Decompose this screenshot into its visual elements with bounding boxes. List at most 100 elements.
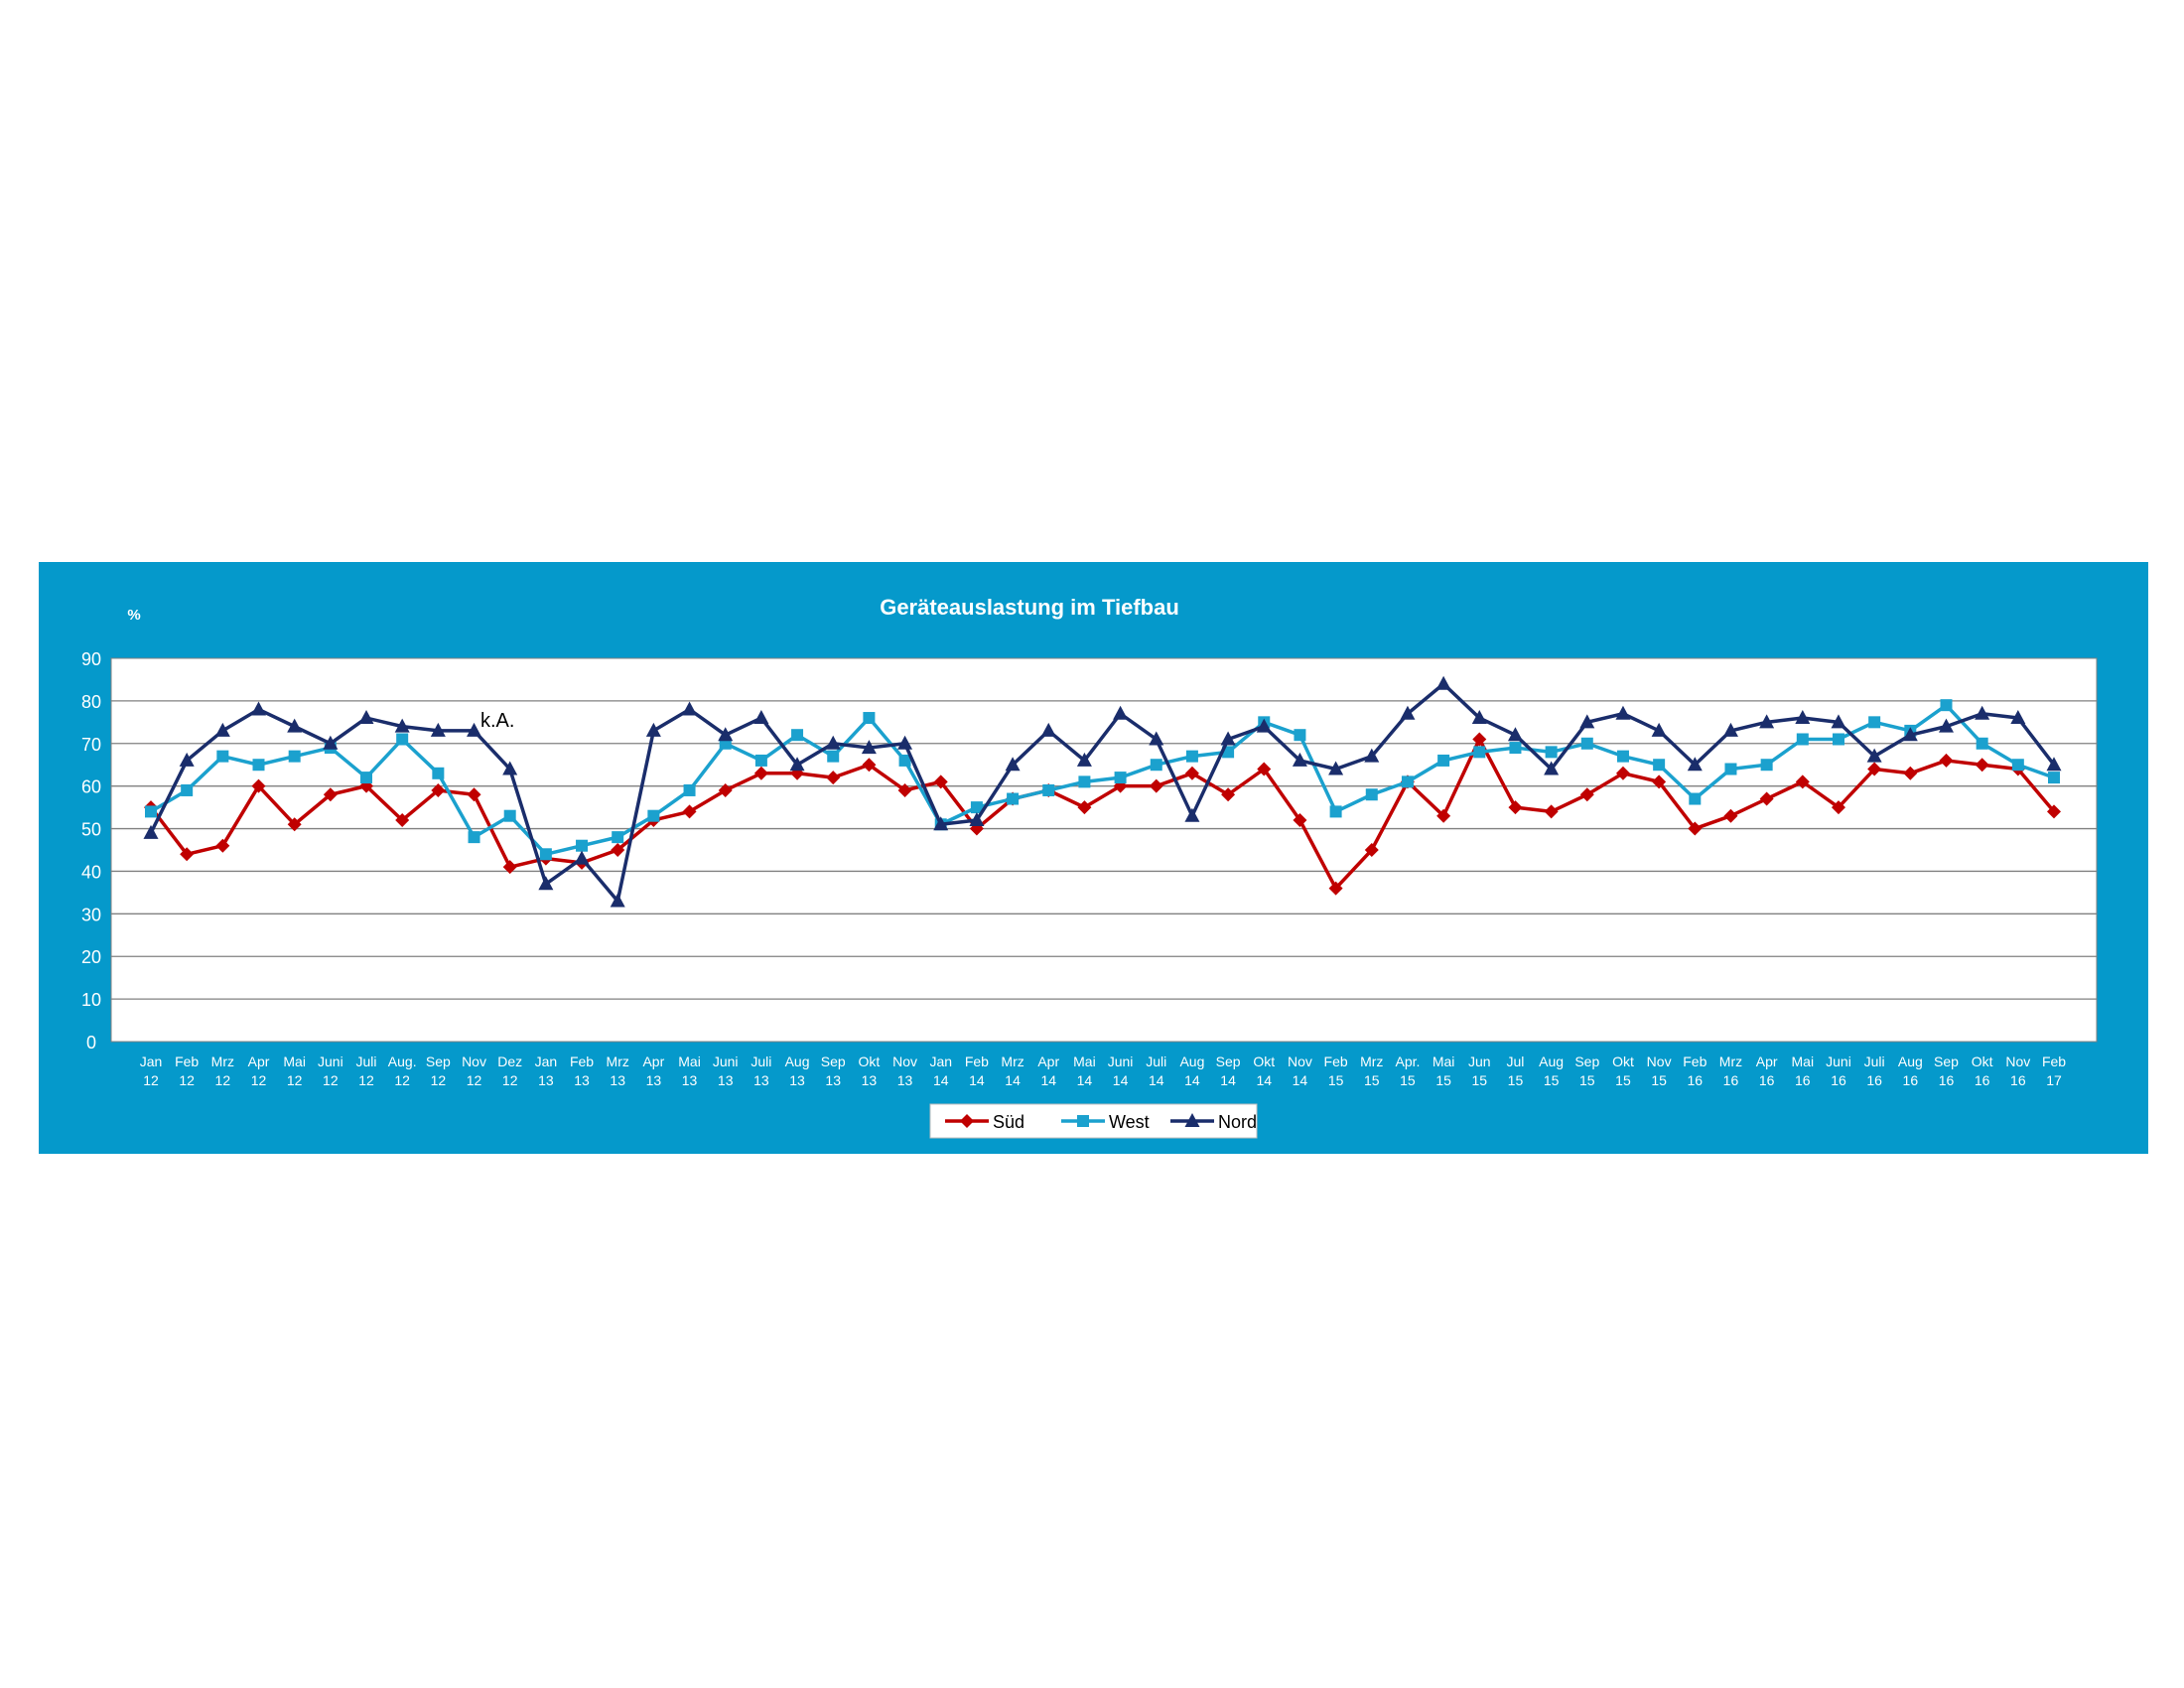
data-point-sued bbox=[682, 804, 697, 819]
x-tick-label-month: Sep bbox=[821, 1054, 846, 1069]
legend-item-sued: Süd bbox=[945, 1112, 1024, 1132]
y-tick-label: 50 bbox=[81, 820, 101, 840]
x-tick-label-month: Apr bbox=[642, 1054, 664, 1069]
y-tick-label: 10 bbox=[81, 990, 101, 1010]
data-point-west bbox=[1653, 759, 1666, 772]
data-point-nord bbox=[1831, 714, 1846, 729]
x-tick-label-month: Juni bbox=[1108, 1054, 1134, 1069]
data-point-sued bbox=[431, 782, 446, 797]
x-tick-label-month: Nov bbox=[462, 1054, 486, 1069]
data-point-west bbox=[1796, 733, 1809, 746]
x-tick-label-year: 12 bbox=[251, 1072, 267, 1088]
y-tick-label: 40 bbox=[81, 862, 101, 882]
data-point-sued bbox=[897, 782, 912, 797]
data-point-nord bbox=[1435, 675, 1451, 690]
x-tick-label-month: Okt bbox=[1253, 1054, 1275, 1069]
data-point-nord bbox=[1005, 757, 1021, 772]
data-point-nord bbox=[430, 722, 446, 737]
data-point-west bbox=[1007, 792, 1020, 805]
data-point-sued bbox=[2047, 804, 2061, 819]
data-point-west bbox=[612, 831, 624, 844]
data-point-sued bbox=[1184, 766, 1199, 780]
data-point-sued bbox=[251, 778, 266, 793]
data-point-west bbox=[1329, 805, 1342, 818]
x-tick-label-month: Jul bbox=[1506, 1054, 1524, 1069]
data-point-sued bbox=[323, 787, 338, 802]
x-tick-label-year: 14 bbox=[1293, 1072, 1308, 1088]
x-tick-label-year: 12 bbox=[502, 1072, 518, 1088]
series-west bbox=[145, 699, 2060, 861]
x-tick-label-month: Mrz bbox=[1360, 1054, 1383, 1069]
data-point-sued bbox=[1221, 787, 1236, 802]
x-tick-label-year: 16 bbox=[1759, 1072, 1775, 1088]
data-point-sued bbox=[395, 812, 410, 827]
data-point-west bbox=[683, 783, 696, 796]
x-tick-label-year: 14 bbox=[1220, 1072, 1236, 1088]
plot-area bbox=[110, 657, 2098, 1043]
x-tick-label-year: 13 bbox=[574, 1072, 590, 1088]
data-point-sued bbox=[1149, 778, 1163, 793]
data-point-west bbox=[754, 754, 767, 767]
data-point-sued bbox=[1579, 787, 1594, 802]
data-point-nord bbox=[1544, 761, 1560, 775]
x-tick-label-month: Nov bbox=[1288, 1054, 1312, 1069]
line-chart: Geräteauslastung im Tiefbau % 0 10 20 30 40 5… bbox=[81, 595, 2098, 1139]
x-tick-label-year: 13 bbox=[538, 1072, 554, 1088]
legend-label: Nord bbox=[1218, 1112, 1257, 1132]
data-point-west bbox=[216, 750, 229, 763]
x-tick-label-year: 15 bbox=[1651, 1072, 1667, 1088]
data-point-sued bbox=[502, 860, 517, 875]
data-point-nord bbox=[1220, 731, 1236, 746]
data-point-nord bbox=[358, 710, 374, 725]
x-tick-label-year: 15 bbox=[1328, 1072, 1344, 1088]
y-tick-label: 80 bbox=[81, 692, 101, 712]
data-point-nord bbox=[143, 824, 159, 839]
data-point-sued bbox=[1903, 766, 1918, 780]
data-point-west bbox=[1185, 750, 1198, 763]
data-point-nord bbox=[789, 757, 805, 772]
data-point-west bbox=[432, 767, 445, 779]
data-point-west bbox=[1473, 746, 1486, 759]
data-point-sued bbox=[1364, 843, 1379, 857]
x-tick-label-month: Mai bbox=[1792, 1054, 1815, 1069]
data-point-sued bbox=[1436, 808, 1451, 823]
y-axis-ticks: 0 10 20 30 40 50 60 70 80 90 bbox=[81, 649, 101, 1053]
data-point-sued bbox=[1472, 732, 1487, 747]
legend-swatch-marker bbox=[1184, 1113, 1200, 1127]
data-point-nord bbox=[1400, 705, 1416, 720]
data-point-nord bbox=[1759, 714, 1775, 729]
data-point-west bbox=[1689, 792, 1702, 805]
series-line-west bbox=[150, 703, 2055, 857]
data-point-sued bbox=[790, 766, 805, 780]
legend-item-nord: Nord bbox=[1170, 1112, 1257, 1132]
data-point-west bbox=[396, 733, 409, 746]
data-point-west bbox=[1509, 742, 1522, 755]
data-point-sued bbox=[1759, 791, 1774, 806]
data-point-west bbox=[1401, 775, 1414, 788]
x-tick-label-month: Mrz bbox=[1001, 1054, 1024, 1069]
x-tick-label-year: 15 bbox=[1471, 1072, 1487, 1088]
data-point-nord bbox=[287, 718, 303, 733]
x-tick-label-year: 12 bbox=[287, 1072, 303, 1088]
y-tick-label: 70 bbox=[81, 735, 101, 755]
data-point-sued bbox=[1257, 762, 1272, 776]
x-tick-label-month: Okt bbox=[859, 1054, 881, 1069]
x-tick-label-month: Jan bbox=[535, 1054, 558, 1069]
x-tick-label-month: Aug bbox=[785, 1054, 810, 1069]
x-tick-label-month: Apr bbox=[1756, 1054, 1778, 1069]
x-tick-label-month: Juli bbox=[1146, 1054, 1166, 1069]
x-tick-label-year: 12 bbox=[323, 1072, 339, 1088]
data-point-nord bbox=[825, 735, 841, 750]
x-tick-label-month: Okt bbox=[1612, 1054, 1634, 1069]
x-tick-label-year: 15 bbox=[1615, 1072, 1631, 1088]
x-tick-label-year: 14 bbox=[1077, 1072, 1093, 1088]
x-tick-label-month: Apr bbox=[1037, 1054, 1059, 1069]
x-tick-label-year: 14 bbox=[1256, 1072, 1272, 1088]
data-point-nord bbox=[2010, 710, 2026, 725]
x-tick-label-month: Nov bbox=[2005, 1054, 2030, 1069]
x-tick-label-year: 15 bbox=[1508, 1072, 1524, 1088]
data-point-west bbox=[791, 729, 804, 742]
data-point-sued bbox=[467, 787, 481, 802]
x-tick-label-month: Mrz bbox=[607, 1054, 629, 1069]
x-tick-label-month: Apr bbox=[248, 1054, 270, 1069]
